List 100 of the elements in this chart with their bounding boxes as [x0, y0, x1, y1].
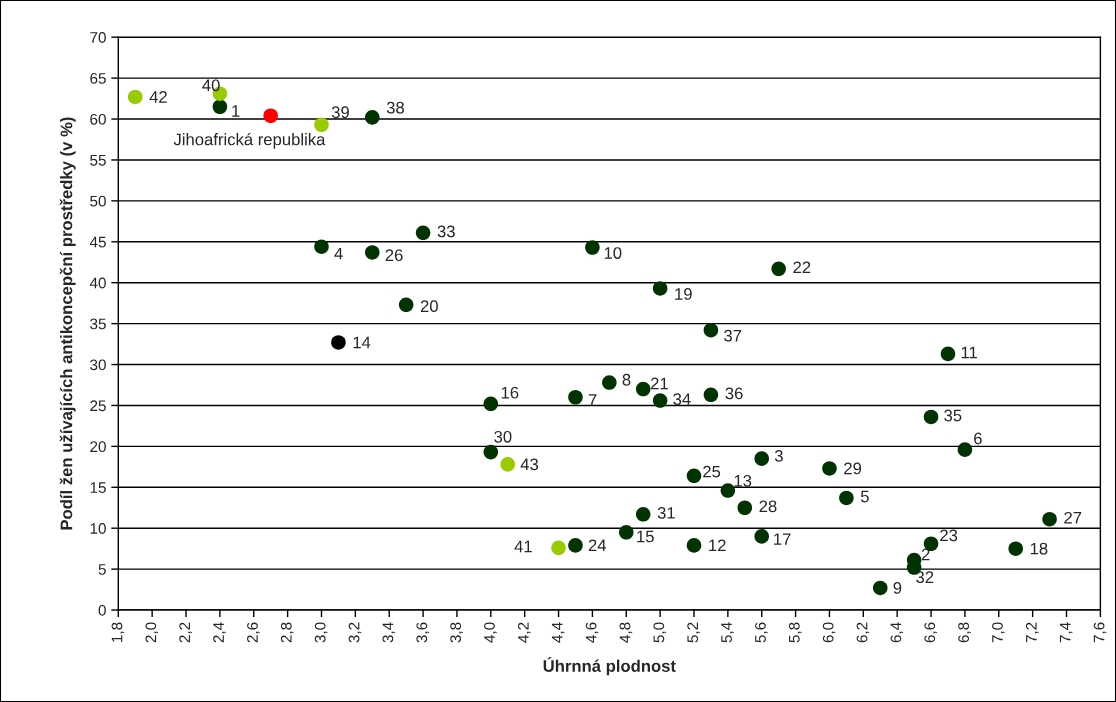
point [483, 396, 499, 412]
point [415, 225, 431, 241]
annotation: 24 [588, 539, 607, 552]
y-tick-label: 10 [90, 523, 106, 534]
x-tick-label: 5,4 [721, 622, 734, 643]
x-tick-label: 7,2 [1025, 622, 1039, 643]
x-tick-label: 5,8 [788, 622, 802, 643]
annotation: 4 [334, 247, 343, 260]
annotation: 8 [622, 373, 631, 386]
x-tick-label: 1,8 [111, 622, 125, 642]
annotation: 5 [860, 490, 869, 503]
annotation: 35 [944, 409, 962, 422]
x-tick-label: 6,0 [822, 622, 836, 643]
annotation: 33 [437, 225, 455, 238]
point [398, 297, 414, 313]
annotation: 36 [725, 387, 743, 400]
point [923, 409, 939, 425]
point [551, 540, 566, 556]
y-tick-label: 25 [90, 400, 106, 412]
point [940, 346, 956, 362]
annotation: 15 [637, 530, 654, 543]
point [771, 261, 786, 277]
annotation: 10 [604, 247, 622, 259]
annotation: 17 [774, 533, 791, 545]
x-tick-label: 2,4 [213, 622, 226, 643]
x-tick-label: 5,2 [687, 622, 700, 643]
annotation: 23 [940, 529, 958, 542]
annotation: 12 [709, 539, 726, 552]
point [618, 525, 634, 540]
x-tick-label: 6,2 [856, 622, 870, 643]
y-tick-label: 15 [90, 482, 106, 493]
annotation: 34 [673, 393, 691, 406]
point [754, 529, 770, 544]
point [635, 381, 651, 397]
y-tick-label: 65 [90, 72, 106, 84]
annotation: 7 [588, 394, 597, 406]
point [127, 89, 143, 105]
annotation: 22 [793, 261, 811, 274]
annotation: 13 [734, 474, 752, 487]
point [585, 240, 600, 255]
x-tick-label: 4,6 [585, 622, 599, 643]
annotation: 18 [1030, 542, 1048, 555]
point [872, 580, 888, 596]
annotation: 28 [759, 500, 777, 513]
annotation: 30 [494, 430, 512, 443]
y-tick-label: 60 [90, 113, 106, 125]
annotation: 1 [232, 105, 240, 117]
annotation: Jihoafrická republika [173, 132, 326, 149]
annotation: 2 [921, 548, 930, 561]
y-tick-label: 45 [89, 236, 106, 248]
annotation: 9 [893, 582, 902, 594]
annotation: 16 [501, 386, 519, 399]
y-tick-label: 50 [90, 195, 106, 207]
y-tick-label: 70 [90, 32, 106, 43]
y-tick-label: 20 [90, 441, 106, 453]
annotation: 19 [675, 288, 692, 300]
point [1008, 541, 1023, 556]
point [703, 322, 719, 338]
x-tick-label: 6,4 [890, 622, 904, 643]
y-tick-label: 0 [98, 604, 106, 616]
point [263, 108, 278, 124]
y-tick-label: 30 [90, 359, 106, 371]
annotation: 14 [353, 336, 371, 349]
annotation: 32 [916, 571, 934, 584]
y-tick-label: 5 [98, 564, 106, 575]
annotation: 43 [520, 458, 539, 471]
point [686, 538, 702, 553]
point [686, 468, 702, 484]
annotation: 29 [844, 462, 862, 475]
point [483, 444, 499, 460]
x-tick-label: 4,0 [484, 622, 497, 643]
x-tick-label: 3,4 [382, 622, 396, 643]
point [568, 538, 583, 553]
annotation: 3 [774, 449, 783, 462]
annotation: 25 [703, 465, 721, 478]
point [652, 393, 668, 408]
annotation: 21 [650, 377, 668, 390]
annotation: 31 [657, 506, 675, 519]
x-tick-label: 3,8 [450, 622, 463, 643]
x-tick-label: 3,0 [314, 622, 328, 643]
point [314, 239, 329, 254]
point [839, 490, 854, 506]
point [314, 117, 329, 133]
x-tick-label: 2,8 [280, 622, 294, 643]
y-tick-label: 35 [90, 318, 106, 330]
annotation: 38 [386, 101, 404, 114]
point [500, 457, 516, 472]
annotation: 26 [385, 249, 403, 262]
annotation: 11 [961, 346, 977, 359]
x-axis-title: Úhrnná plodnost [543, 656, 676, 676]
y-tick-label: 55 [90, 154, 106, 166]
annotation: 39 [331, 106, 349, 119]
annotation: 27 [1064, 511, 1082, 524]
point [365, 245, 380, 260]
x-tick-label: 4,2 [517, 622, 531, 643]
point [822, 461, 837, 476]
annotation: 42 [149, 91, 167, 103]
point [331, 335, 346, 350]
point [602, 375, 617, 390]
point [365, 110, 380, 125]
